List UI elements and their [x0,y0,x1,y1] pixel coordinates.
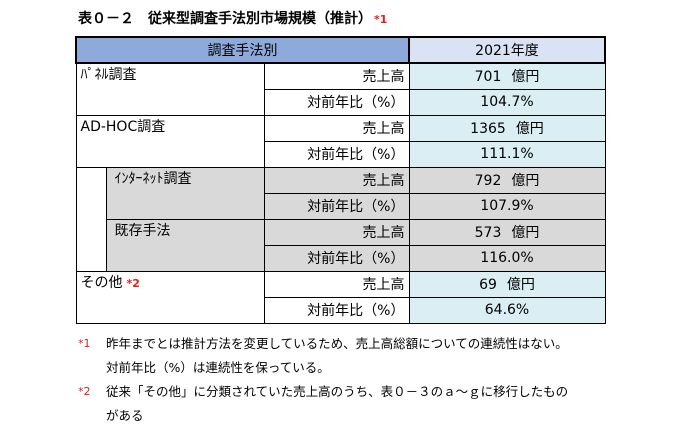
row-footnote-mark: *2 [126,276,140,290]
ratio-label: 対前年比（%） [263,192,410,220]
ratio-label: 対前年比（%） [263,88,410,116]
footnote-2: *2 従来「その他」に分類されていた売上高のうち、表０－３のａ～ｇに移行したもの… [78,380,668,428]
ratio-value: 107.9% [408,192,606,220]
sales-label: 売上高 [263,114,410,142]
table-row: 対前年比（%） 104.7% [76,88,606,116]
ratio-value: 104.7% [408,88,606,116]
footnote-1: *1 昨年までとは推計方法を変更しているため、売上高総額についての連続性はない。… [78,332,668,380]
ratio-value: 116.0% [408,244,606,272]
table-row: ｲﾝﾀｰﾈｯﾄ調査 売上高 792 億円 [75,166,606,272]
footnote-line: 従来「その他」に分類されていた売上高のうち、表０－３のａ～ｇに移行したもの [106,384,569,399]
table-row: 対前年比（%） 116.0% [76,244,606,272]
table-title-text: 表０－２ 従来型調査手法別市場規模（推計） [78,11,372,27]
table-row: 対前年比（%） 64.6% [76,296,606,324]
row-category-adhoc: AD-HOC調査 [75,114,265,168]
row-category-internet: ｲﾝﾀｰﾈｯﾄ調査 [105,166,265,220]
sales-label: 売上高 [263,62,410,90]
row-category-existing: 既存手法 [105,218,265,272]
table-row: その他 *2 売上高 69 億円 [75,270,606,324]
ratio-label: 対前年比（%） [263,140,410,168]
ratio-value: 111.1% [408,140,606,168]
sales-unit: 億円 [511,225,540,241]
sales-number: 792 [474,173,502,189]
table-title: 表０－２ 従来型調査手法別市場規模（推計） *1 [78,8,387,28]
footnote-mark: *1 [78,337,91,350]
sales-unit: 億円 [506,277,535,293]
ratio-label: 対前年比（%） [263,244,410,272]
footnote-line: 昨年までとは推計方法を変更しているため、売上高総額についての連続性はない。 [106,336,568,351]
sales-value: 573 億円 [408,218,606,246]
table-row: ﾊﾟﾈﾙ調査 売上高 701 億円 [75,62,606,116]
sales-label: 売上高 [263,166,410,194]
header-method: 調査手法別 [75,36,410,64]
footnote-line: 対前年比（%）は連続性を保っている。 [106,360,330,375]
ratio-value: 64.6% [408,296,606,324]
header-year: 2021年度 [408,36,606,64]
sales-number: 1365 [470,121,506,137]
table-header-row: 調査手法別 2021年度 [75,36,606,64]
row-category-other-label: その他 [80,274,123,291]
table-row: 対前年比（%） 111.1% [76,140,606,168]
footnotes: *1 昨年までとは推計方法を変更しているため、売上高総額についての連続性はない。… [78,332,668,428]
sales-value: 701 億円 [408,62,606,90]
sales-number: 69 [479,277,497,293]
footnote-line: がある [106,408,144,423]
ratio-label: 対前年比（%） [263,296,410,324]
market-size-table: 調査手法別 2021年度 ﾊﾟﾈﾙ調査 売上高 701 億円 対前年比（%） 10… [75,36,606,324]
table-row: 対前年比（%） 107.9% [76,192,606,220]
sales-value: 792 億円 [408,166,606,194]
table-row: 既存手法 売上高 573 億円 [76,218,606,272]
sales-unit: 億円 [515,121,544,137]
footnote-mark: *2 [78,385,91,398]
title-footnote-mark: *1 [374,13,388,26]
row-category-other: その他 *2 [75,270,265,324]
table-row: AD-HOC調査 売上高 1365 億円 [75,114,606,168]
sales-label: 売上高 [263,218,410,246]
subcategory-indent [75,166,107,272]
row-category-panel: ﾊﾟﾈﾙ調査 [75,62,265,116]
sales-value: 1365 億円 [408,114,606,142]
sales-unit: 億円 [511,69,540,86]
sales-value: 69 億円 [408,270,606,298]
sales-unit: 億円 [511,173,540,189]
sales-label: 売上高 [263,270,410,298]
sales-number: 701 [474,69,502,86]
sales-number: 573 [474,225,502,241]
